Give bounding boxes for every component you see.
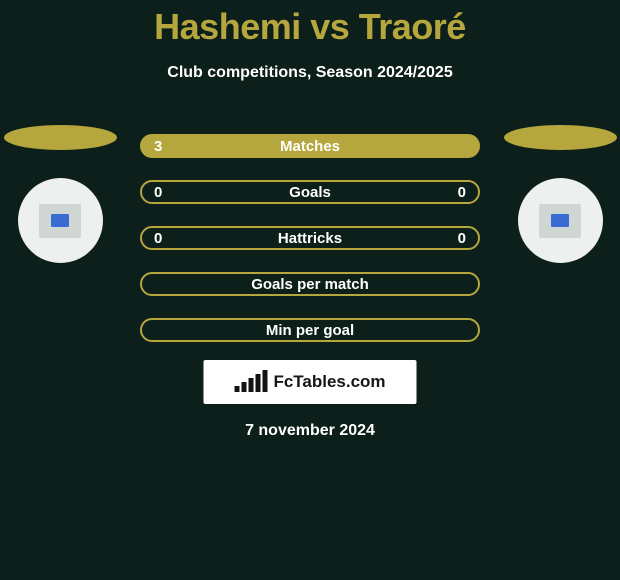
stat-goals-right: 0 <box>458 184 466 201</box>
watermark-logo: FcTables.com <box>204 360 417 404</box>
bar-chart-icon <box>234 372 267 392</box>
stat-row-min-per-goal: Min per goal <box>140 318 480 342</box>
stat-row-goals-per-match: Goals per match <box>140 272 480 296</box>
shirt-number-placeholder <box>551 214 569 227</box>
stat-matches-left: 3 <box>154 138 162 155</box>
stat-gpm-label: Goals per match <box>251 276 369 293</box>
stat-hattricks-left: 0 <box>154 230 162 247</box>
stat-row-matches: 3 Matches <box>140 134 480 158</box>
player-right-column <box>500 125 620 263</box>
stat-row-hattricks: 0 Hattricks 0 <box>140 226 480 250</box>
player-right-avatar <box>518 178 603 263</box>
stat-hattricks-label: Hattricks <box>278 230 342 247</box>
shirt-number-placeholder <box>51 214 69 227</box>
watermark-text: FcTables.com <box>273 372 385 392</box>
stat-row-goals: 0 Goals 0 <box>140 180 480 204</box>
shirt-icon <box>539 204 581 238</box>
stat-goals-left: 0 <box>154 184 162 201</box>
player-left-column <box>0 125 120 263</box>
stat-hattricks-right: 0 <box>458 230 466 247</box>
stat-goals-label: Goals <box>289 184 331 201</box>
page-subtitle: Club competitions, Season 2024/2025 <box>0 64 620 82</box>
player-right-name-disc <box>504 125 617 150</box>
date-text: 7 november 2024 <box>0 422 620 440</box>
stat-matches-label: Matches <box>280 138 340 155</box>
page-title: Hashemi vs Traoré <box>0 0 620 48</box>
shirt-icon <box>39 204 81 238</box>
player-left-avatar <box>18 178 103 263</box>
player-left-name-disc <box>4 125 117 150</box>
stat-mpg-label: Min per goal <box>266 322 354 339</box>
